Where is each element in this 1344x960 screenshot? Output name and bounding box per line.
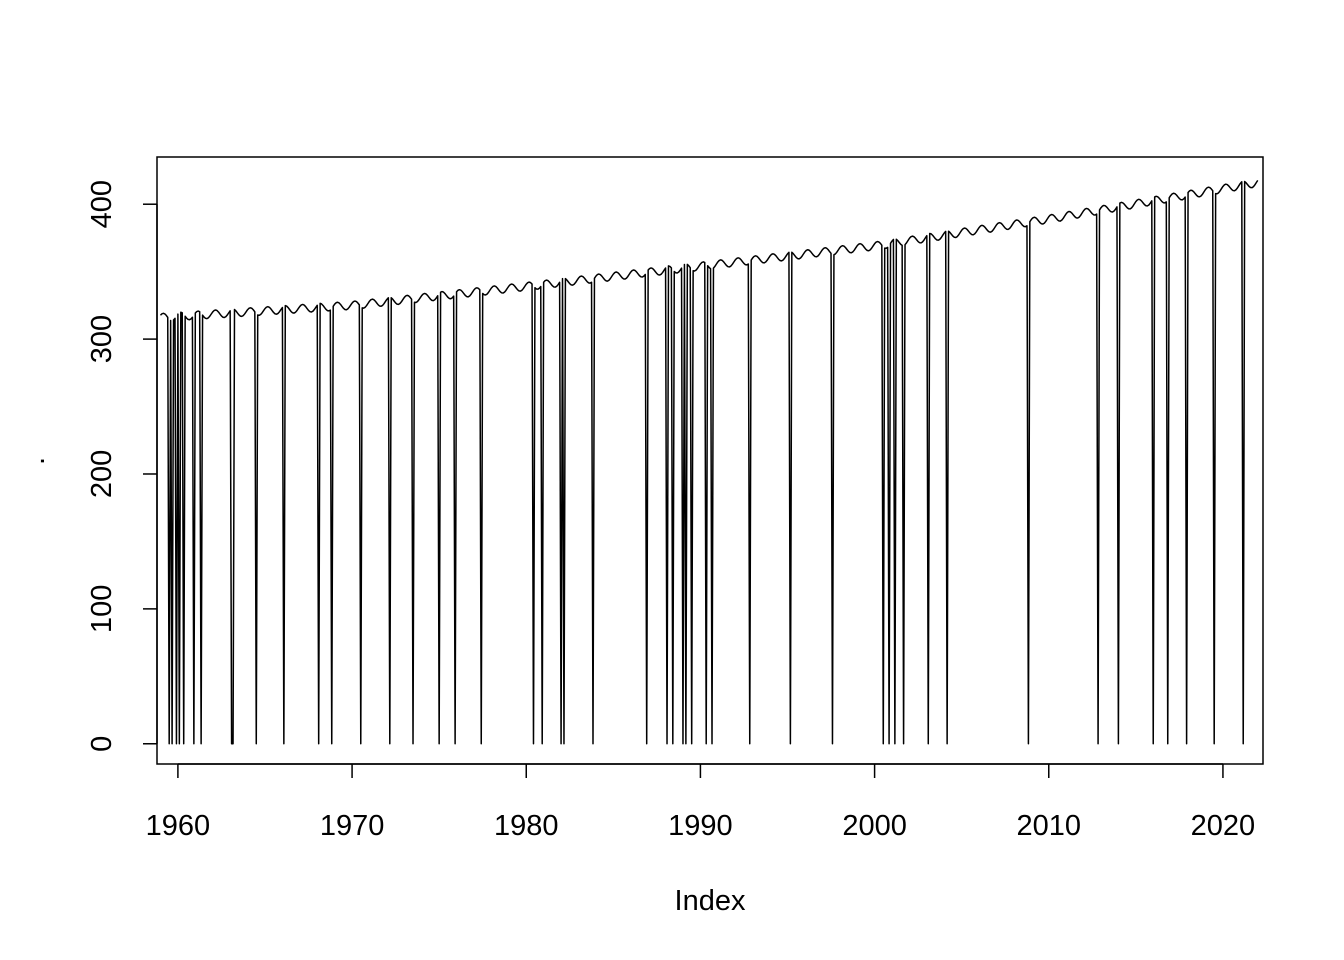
y-axis-title: . [19,457,51,465]
x-tick-label: 2010 [1017,810,1082,842]
x-tick-label: 2020 [1191,810,1256,842]
x-tick-label: 1990 [668,810,733,842]
y-tick-label: 400 [86,180,118,228]
x-axis-title: Index [675,885,746,917]
y-tick-label: 100 [86,585,118,633]
y-tick-label: 200 [86,450,118,498]
y-tick-label: 0 [86,736,118,752]
x-tick-label: 2000 [842,810,907,842]
x-tick-label: 1970 [320,810,385,842]
y-tick-label: 300 [86,315,118,363]
x-tick-label: 1960 [146,810,211,842]
x-tick-label: 1980 [494,810,559,842]
